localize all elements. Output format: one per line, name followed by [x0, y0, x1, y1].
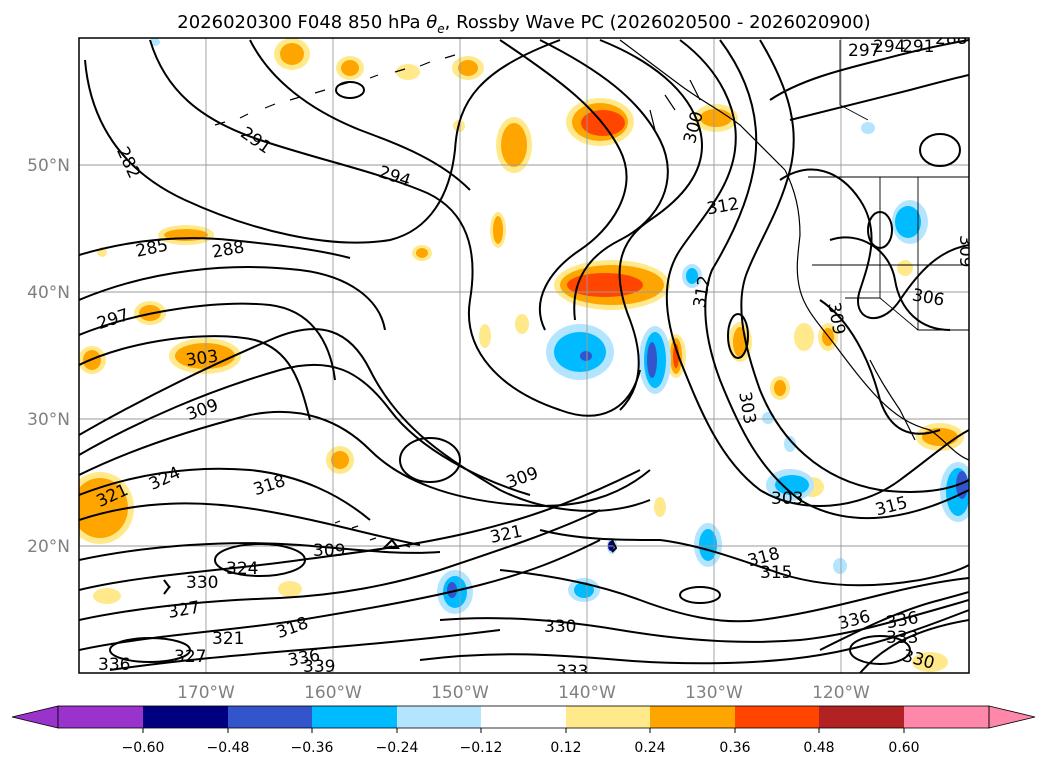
colorbar-tick-label: 0.24: [634, 740, 665, 756]
theta-e-contours: [79, 39, 969, 673]
colorbar-bin: [904, 706, 989, 728]
lon-label: 170°W: [177, 683, 235, 703]
colorbar: −0.60 −0.48 −0.36 −0.24 −0.12 0.12 0.24 …: [11, 705, 1036, 756]
colorbar-ticks: [142, 728, 905, 733]
contour-label: 330: [544, 617, 576, 637]
contour-label: 303: [771, 489, 803, 509]
colorbar-bin: [143, 706, 228, 728]
aleutian-islands: [214, 54, 456, 126]
coastline-north-america: [784, 169, 969, 461]
colorbar-tick-label: −0.36: [291, 740, 334, 756]
contour-label: 324: [226, 559, 258, 579]
contour-label: 339: [303, 657, 335, 677]
colorbar-bin: [735, 706, 819, 728]
map-area: 291 294 297 282 285 288 297 303 309 324 …: [79, 29, 975, 682]
colorbar-tick-label: −0.24: [376, 740, 419, 756]
contour-label: 291: [902, 37, 934, 57]
colorbar-bin: [650, 706, 735, 728]
lat-lon-gridlines: [79, 38, 969, 673]
alaska-canada-border: [839, 40, 869, 121]
contour-label: 309: [313, 541, 345, 561]
figure-title: 2026020300 F048 850 hPa θe, Rossby Wave …: [177, 12, 870, 36]
colorbar-tick-label: 0.36: [719, 740, 750, 756]
colorbar-tick-label: 0.12: [550, 740, 581, 756]
contour-label: 315: [760, 563, 792, 583]
lon-label: 130°W: [685, 683, 743, 703]
latitude-labels: 50°N 40°N 30°N 20°N: [27, 156, 70, 557]
contour-label: 288: [935, 29, 967, 49]
political-borders: [808, 40, 969, 331]
contour-label: 303: [185, 347, 220, 371]
longitude-labels: 170°W 160°W 150°W 140°W 130°W 120°W: [177, 683, 870, 703]
colorbar-tick-label: −0.60: [122, 740, 165, 756]
lat-label: 20°N: [27, 537, 70, 557]
contour-label: 309: [955, 235, 975, 267]
colorbar-extend-max: [988, 705, 1036, 729]
colorbar-bin: [312, 706, 397, 728]
lon-label: 140°W: [558, 683, 616, 703]
coastline-alaska: [619, 39, 786, 171]
map-frame: [78, 37, 970, 674]
colorbar-extend-min: [11, 705, 59, 729]
contour-label: 333: [886, 628, 918, 648]
lat-label: 50°N: [27, 156, 70, 176]
lat-label: 40°N: [27, 283, 70, 303]
contour-label: 333: [556, 662, 588, 682]
small-contour-features: [163, 538, 618, 595]
colorbar-tick-label: −0.48: [207, 740, 250, 756]
coastlines: [214, 39, 969, 549]
state-borders: [812, 177, 969, 331]
negative-anomaly-shading: [150, 38, 969, 614]
bc-islands: [649, 79, 701, 131]
contour-label: 297: [848, 41, 880, 61]
lon-label: 160°W: [304, 683, 362, 703]
colorbar-tick-label: 0.48: [803, 740, 834, 756]
contour-label: 294: [873, 37, 905, 57]
lon-label: 120°W: [812, 683, 870, 703]
colorbar-tick-label: −0.12: [460, 740, 503, 756]
colorbar-outline: [57, 705, 990, 729]
colorbar-tick-label: 0.60: [888, 740, 919, 756]
colorbar-bin: [228, 706, 312, 728]
colorbar-bin: [481, 706, 566, 728]
contour-label: 327: [174, 647, 206, 667]
lat-label: 30°N: [27, 410, 70, 430]
contour-label: 321: [212, 629, 244, 649]
colorbar-bin: [397, 706, 481, 728]
colorbar-bin: [819, 706, 904, 728]
colorbar-bin: [58, 706, 143, 728]
coastline-baja: [869, 359, 916, 441]
lon-label: 150°W: [431, 683, 489, 703]
colorbar-bin: [566, 706, 650, 728]
contour-label: 336: [98, 655, 130, 675]
contour-label: 330: [186, 573, 218, 593]
colorbar-tick-labels: −0.60 −0.48 −0.36 −0.24 −0.12 0.12 0.24 …: [122, 740, 920, 756]
hawaiian-islands: [334, 520, 411, 549]
